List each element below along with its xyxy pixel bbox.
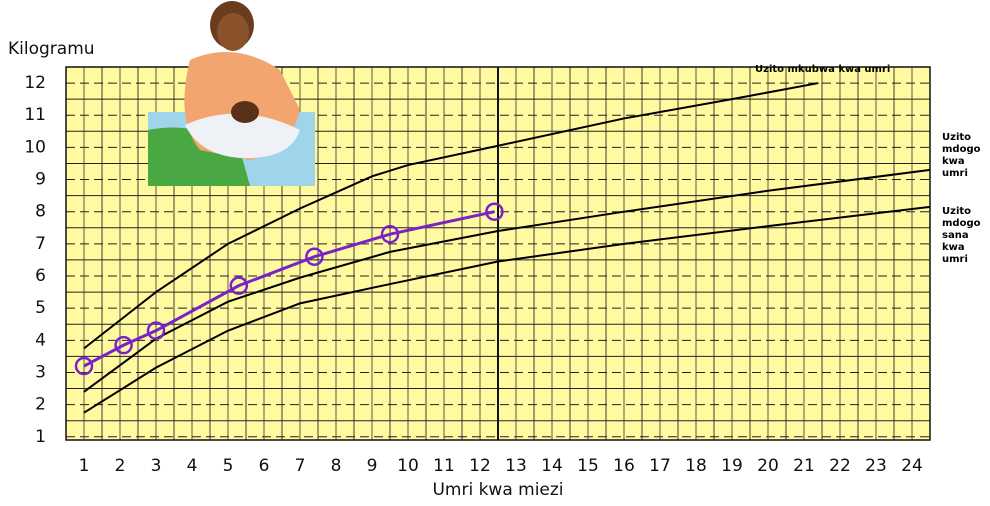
x-tick-label: 12 [469, 456, 491, 476]
y-tick-label: 10 [24, 137, 46, 157]
curve-annotation: umri [942, 168, 968, 179]
x-tick-label: 21 [793, 456, 815, 476]
child-weight-point [485, 202, 504, 221]
y-tick-label: 2 [35, 395, 46, 415]
y-axis-label: Kilogramu [8, 39, 95, 59]
x-tick-label: 11 [433, 456, 455, 476]
x-tick-label: 8 [331, 456, 342, 476]
child-weight-point [146, 321, 166, 340]
x-tick-label: 3 [151, 456, 162, 476]
y-tick-label: 11 [24, 105, 46, 125]
x-tick-label: 17 [649, 456, 671, 476]
y-tick-label: 7 [35, 234, 46, 254]
curve-annotation: Uzito [942, 132, 971, 143]
plot-frame [65, 66, 931, 441]
x-tick-label: 5 [223, 456, 234, 476]
child-weight-point [74, 356, 94, 376]
x-tick-label: 7 [295, 456, 306, 476]
child-weight-point [229, 276, 249, 295]
reference-curve [83, 168, 931, 393]
x-axis-label: Umri kwa miezi [432, 480, 563, 500]
curve-annotation: kwa [942, 242, 965, 253]
x-tick-label: 2 [115, 456, 126, 476]
x-tick-label: 6 [259, 456, 270, 476]
mother-illustration [148, 1, 315, 186]
y-tick-label: 5 [35, 298, 46, 318]
y-tick-label: 4 [35, 330, 46, 350]
child-weight-point [380, 224, 400, 244]
x-tick-label: 20 [757, 456, 779, 476]
curve-annotation: mdogo [942, 144, 981, 155]
x-tick-label: 23 [865, 456, 887, 476]
x-tick-label: 1 [79, 456, 90, 476]
reference-curve [83, 205, 931, 414]
reference-curve [83, 82, 819, 350]
child-weight-point [305, 247, 324, 266]
curve-annotation: mdogo [942, 218, 981, 229]
y-tick-label: 3 [35, 362, 46, 382]
child-weight-line [83, 210, 495, 368]
child-weight-point [114, 335, 133, 355]
curve-annotation: Uzito mkubwa kwa umri [755, 64, 890, 75]
x-tick-label: 18 [685, 456, 707, 476]
y-tick-label: 12 [24, 73, 46, 93]
x-tick-label: 9 [367, 456, 378, 476]
x-tick-label: 10 [397, 456, 419, 476]
x-tick-label: 15 [577, 456, 599, 476]
curve-annotation: kwa [942, 156, 965, 167]
y-tick-label: 6 [35, 266, 46, 286]
curve-annotation: Uzito [942, 206, 971, 217]
curve-annotation: sana [942, 230, 969, 241]
x-tick-label: 24 [901, 456, 923, 476]
x-tick-label: 14 [541, 456, 563, 476]
x-tick-label: 4 [187, 456, 198, 476]
x-tick-label: 22 [829, 456, 851, 476]
curve-annotation: umri [942, 254, 968, 265]
x-tick-label: 19 [721, 456, 743, 476]
y-tick-label: 8 [35, 202, 46, 222]
y-tick-label: 9 [35, 170, 46, 190]
y-tick-label: 1 [35, 427, 46, 447]
x-tick-label: 13 [505, 456, 527, 476]
x-tick-label: 16 [613, 456, 635, 476]
